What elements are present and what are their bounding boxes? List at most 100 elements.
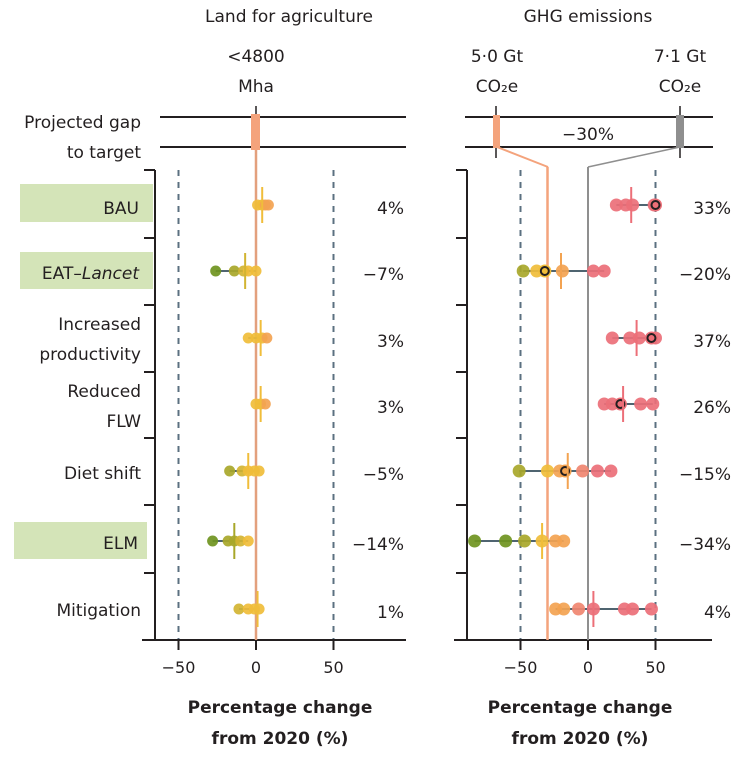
- gap-row-label-line2: to target: [67, 143, 141, 163]
- land-target-label-line1: <4800: [227, 47, 285, 67]
- row-label-reduced-line1: Reduced: [67, 382, 141, 402]
- row-label-elm: ELM: [103, 534, 138, 554]
- ghg-gap-label: −30%: [562, 125, 614, 145]
- land-x-tick-label: 0: [251, 658, 261, 677]
- ghg-data-point: [604, 464, 618, 478]
- land-panel: −50 0 50 4% −7% 3% 3% −5% −14% 1%: [142, 150, 406, 677]
- highlight-box-bau: [20, 184, 153, 222]
- land-x-tick-label: −50: [162, 658, 196, 677]
- land-xlabel-line1: Percentage change: [188, 698, 373, 718]
- ghg-median-label: 26%: [693, 398, 731, 418]
- ghg-x-tick-label: −50: [504, 658, 538, 677]
- highlight-box-eat-lancet: [20, 252, 153, 289]
- ghg-current-policy-marker: [539, 266, 550, 276]
- land-data-point: [207, 535, 219, 547]
- row-label-mitigation: Mitigation: [56, 601, 141, 621]
- ghg-data-point: [632, 331, 646, 345]
- ghg-data-point: [609, 198, 623, 212]
- ghg-current-policy-marker: [650, 200, 661, 210]
- row-label-reduced-line2: FLW: [107, 412, 142, 432]
- land-row-4: −5%: [224, 453, 404, 489]
- ghg-data-point: [644, 602, 658, 616]
- ghg-data-point: [499, 534, 513, 548]
- ghg-median-label: −34%: [679, 535, 731, 555]
- land-data-point: [250, 265, 262, 277]
- ghg-x-tick-label: 0: [583, 658, 593, 677]
- ghg-panel-title: GHG emissions: [524, 7, 653, 27]
- land-target-marker: [251, 114, 260, 150]
- land-data-point: [210, 265, 222, 277]
- row-labels: BAU EAT–Lancet Increased productivity Re…: [14, 184, 153, 621]
- row-label-eat-lancet-part1: EAT–: [42, 264, 82, 284]
- row-label-eat-lancet: EAT–Lancet: [42, 264, 140, 284]
- land-row-1: −7%: [210, 253, 404, 289]
- ghg-gap-band: −30%: [465, 106, 713, 168]
- ghg-data-point: [555, 264, 569, 278]
- ghg-current-policy-marker: [560, 466, 571, 476]
- land-median-label: −7%: [363, 265, 404, 285]
- ghg-target-connector: [496, 146, 549, 168]
- ghg-row-1: −20%: [516, 253, 731, 289]
- ghg-data-point: [626, 602, 640, 616]
- ghg-row-5: −34%: [468, 523, 731, 559]
- ghg-data-point: [572, 602, 586, 616]
- land-data-point: [253, 465, 265, 477]
- land-median-label: −5%: [363, 465, 404, 485]
- ghg-data-point: [557, 534, 571, 548]
- ghg-target-marker: [493, 115, 500, 148]
- ghg-median-label: −20%: [679, 265, 731, 285]
- land-data-point: [224, 465, 236, 477]
- ghg-xlabel-line2: from 2020 (%): [512, 729, 649, 749]
- ghg-reference-label-line1: 7·1 Gt: [654, 47, 707, 67]
- land-x-tick-label: 50: [323, 658, 343, 677]
- ghg-current-policy-marker: [646, 333, 657, 343]
- ghg-reference-label-line2: CO₂e: [659, 77, 702, 97]
- ghg-reference-connector: [587, 146, 681, 168]
- land-panel-title: Land for agriculture: [205, 7, 373, 27]
- land-row-2: 3%: [242, 320, 404, 356]
- row-label-increased-line1: Increased: [58, 315, 141, 335]
- ghg-data-point: [626, 198, 640, 212]
- land-row-0: 4%: [252, 187, 404, 223]
- row-label-eat-lancet-part2: Lancet: [82, 264, 140, 284]
- land-data-point: [261, 332, 273, 344]
- land-data-point: [259, 398, 271, 410]
- ghg-row-4: −15%: [512, 453, 731, 489]
- land-gap-band: [160, 106, 406, 150]
- ghg-data-point: [516, 264, 530, 278]
- land-median-label: 4%: [377, 199, 404, 219]
- ghg-current-policy-marker: [615, 399, 626, 409]
- ghg-data-point: [634, 397, 648, 411]
- land-data-point: [235, 535, 246, 547]
- ghg-data-point: [518, 534, 532, 548]
- ghg-reference-marker: [676, 115, 684, 148]
- land-data-point: [253, 603, 265, 615]
- ghg-row-2: 37%: [605, 320, 731, 356]
- land-data-point: [233, 603, 245, 615]
- land-data-point: [242, 332, 254, 344]
- ghg-target-label-line2: CO₂e: [476, 77, 519, 97]
- ghg-xlabel-line1: Percentage change: [488, 698, 673, 718]
- row-label-bau: BAU: [103, 199, 139, 219]
- ghg-data-point: [557, 602, 571, 616]
- row-label-diet-shift: Diet shift: [64, 464, 141, 484]
- ghg-x-tick-label: 50: [645, 658, 665, 677]
- ghg-row-6: 4%: [549, 591, 731, 627]
- land-row-3: 3%: [250, 386, 404, 422]
- ghg-median-label: 37%: [693, 332, 731, 352]
- land-row-6: 1%: [233, 591, 404, 627]
- land-row-5: −14%: [207, 523, 404, 559]
- ghg-panel: −50 0 50 33% −20% 37% 26% −15% −34% 4%: [454, 167, 731, 677]
- ghg-median-label: 33%: [693, 199, 731, 219]
- ghg-data-point: [623, 331, 637, 345]
- ghg-row-0: 33%: [609, 187, 731, 223]
- land-data-point: [242, 535, 254, 547]
- land-median-label: 3%: [377, 332, 404, 352]
- row-label-increased-line2: productivity: [39, 345, 141, 365]
- ghg-data-point: [605, 331, 619, 345]
- ghg-target-label-line1: 5·0 Gt: [471, 47, 524, 67]
- ghg-data-point: [646, 397, 660, 411]
- ghg-data-point: [590, 464, 604, 478]
- ghg-data-point: [468, 534, 482, 548]
